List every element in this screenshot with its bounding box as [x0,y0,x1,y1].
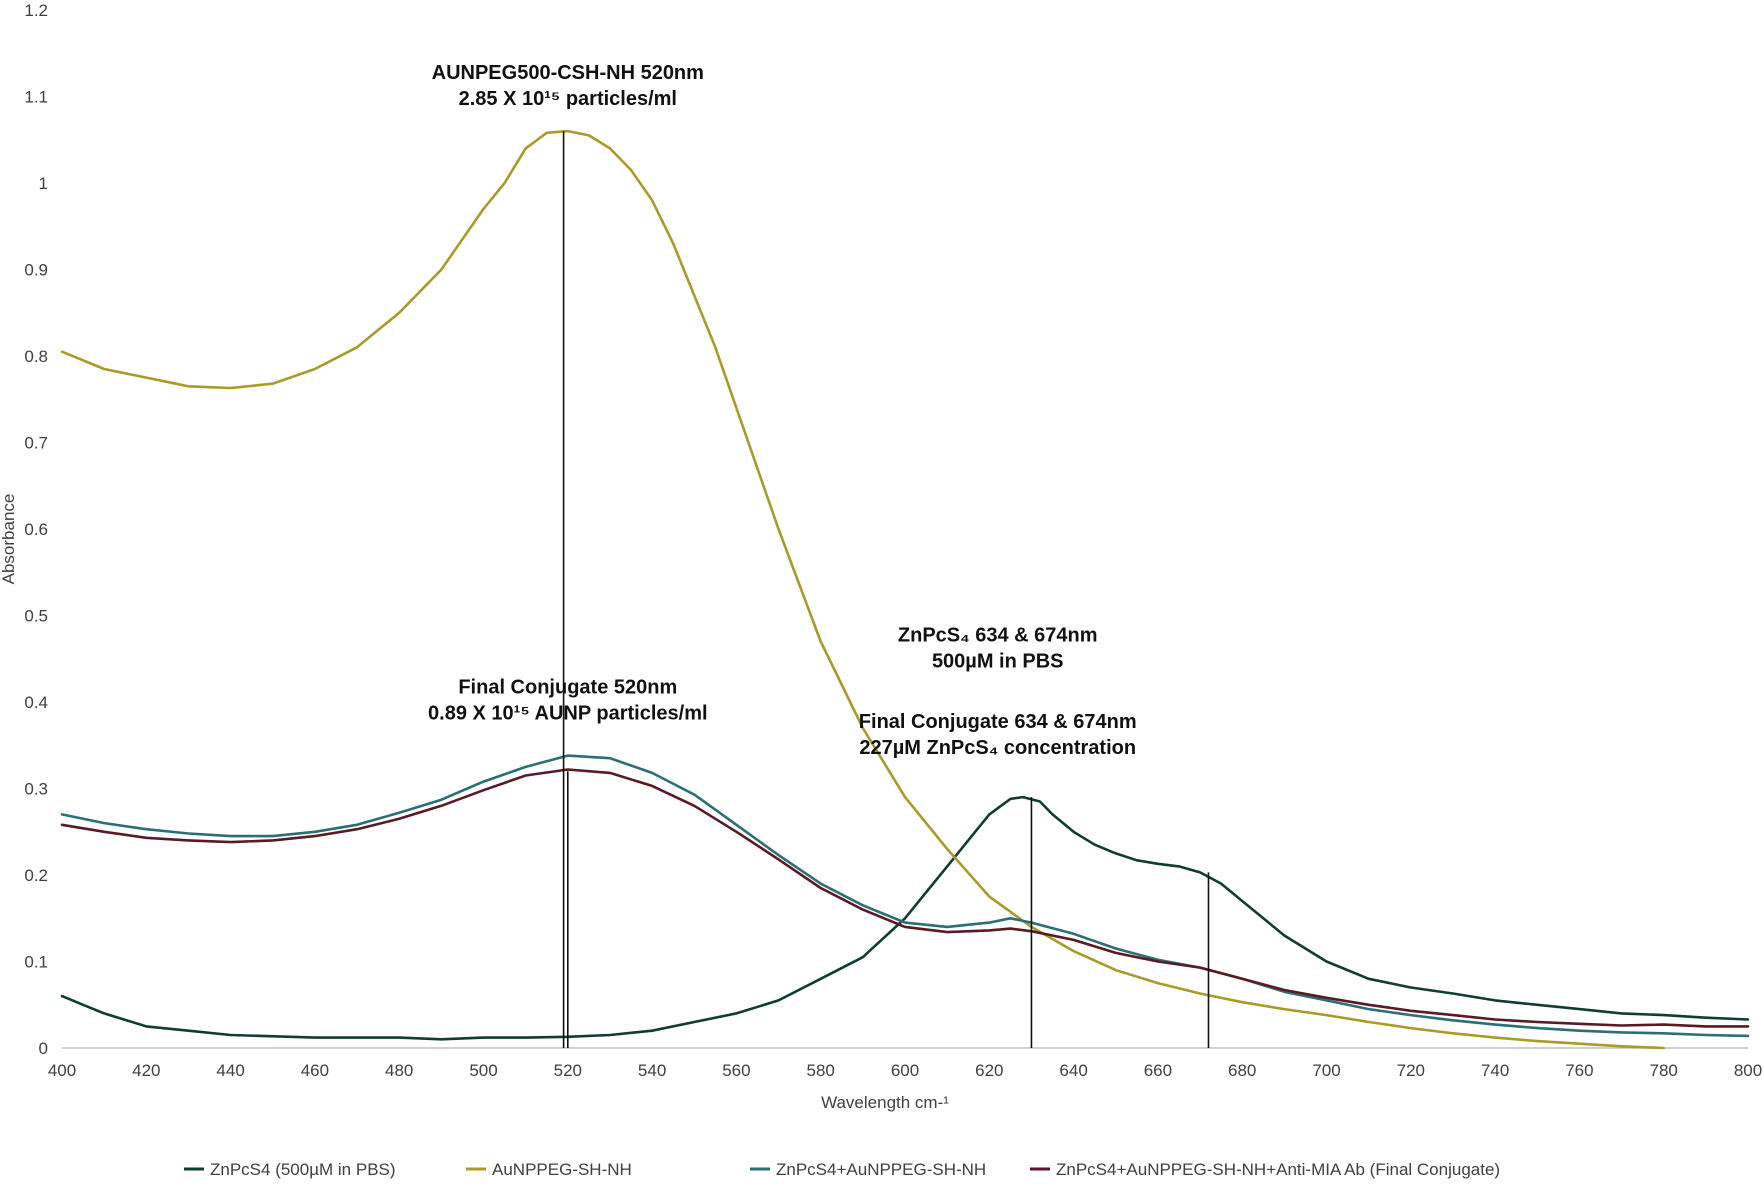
series-line-1 [60,795,1750,1041]
x-tick-label: 540 [638,1061,666,1080]
x-axis-title: Wavelength cm-¹ [821,1093,949,1112]
legend-label: AuNPPEG-SH-NH [492,1160,632,1179]
annotation-1: AUNPEG500-CSH-NH 520nm 2.85 X 10¹⁵ partic… [432,62,704,110]
x-tick-label: 560 [722,1061,750,1080]
x-tick-label: 620 [975,1061,1003,1080]
y-axis-title: Absorbance [0,494,18,585]
series-line-2 [60,129,1665,1050]
x-tick-label: 640 [1059,1061,1087,1080]
y-tick-label: 0.5 [24,607,48,626]
x-tick-label: 800 [1734,1061,1762,1080]
series-line-3 [60,754,1750,1038]
annotation-line: 2.85 X 10¹⁵ particles/ml [459,88,677,110]
x-tick-label: 660 [1144,1061,1172,1080]
y-tick-label: 0.8 [24,347,48,366]
y-tick-label: 1 [39,174,48,193]
x-axis-ticks: 400 420 440 460 480 500 520 540 560 580 600 620 640 6… [48,1061,1762,1080]
annotation-line: Final Conjugate 634 & 674nm [859,711,1137,733]
annotation-line: 227µM ZnPcS₄ concentration [859,737,1136,759]
series-layer [60,129,1750,1050]
annotation-3: ZnPcS₄ 634 & 674nm 500µM in PBS [898,624,1098,672]
annotation-line: 500µM in PBS [932,650,1064,672]
y-tick-label: 0.6 [24,520,48,539]
x-tick-label: 420 [132,1061,160,1080]
legend-label: ZnPcS4+AuNPPEG-SH-NH [776,1160,986,1179]
x-tick-label: 740 [1481,1061,1509,1080]
x-tick-label: 720 [1397,1061,1425,1080]
y-tick-label: 0.4 [24,693,48,712]
annotation-4: Final Conjugate 634 & 674nm 227µM ZnPcS₄ … [859,711,1137,759]
x-tick-label: 600 [891,1061,919,1080]
marker-layer [562,131,1210,1048]
annotation-line: 0.89 X 10¹⁵ AUNP particles/ml [428,702,708,724]
y-tick-label: 0.1 [24,953,48,972]
x-tick-label: 580 [807,1061,835,1080]
annotation-line: ZnPcS₄ 634 & 674nm [898,624,1098,646]
x-tick-label: 500 [469,1061,497,1080]
x-tick-label: 480 [385,1061,413,1080]
legend-label: ZnPcS4 (500µM in PBS) [210,1160,396,1179]
y-tick-label: 0.3 [24,780,48,799]
annotation-line: AUNPEG500-CSH-NH 520nm [432,62,704,84]
annotation-layer: AUNPEG500-CSH-NH 520nm 2.85 X 10¹⁵ partic… [428,62,1137,759]
series-line-4 [60,768,1750,1028]
y-tick-label: 0.7 [24,434,48,453]
x-tick-label: 760 [1565,1061,1593,1080]
x-tick-label: 440 [216,1061,244,1080]
x-tick-label: 460 [301,1061,329,1080]
y-axis-ticks: 0 0.1 0.2 0.3 0.4 0.5 0.6 0.7 0.8 0.9 1 1.1 1.2 [24,1,48,1058]
y-tick-label: 0.9 [24,261,48,280]
y-tick-label: 0 [39,1039,48,1058]
legend: ZnPcS4 (500µM in PBS) AuNPPEG-SH-NH ZnPcS4… [184,1160,1500,1179]
y-tick-label: 1.1 [24,88,48,107]
y-tick-label: 0.2 [24,866,48,885]
legend-label: ZnPcS4+AuNPPEG-SH-NH+Anti-MIA Ab (Final … [1056,1160,1500,1179]
annotation-2: Final Conjugate 520nm 0.89 X 10¹⁵ AUNP pa… [428,676,708,724]
y-tick-label: 1.2 [24,1,48,20]
x-tick-label: 780 [1650,1061,1678,1080]
x-tick-label: 400 [48,1061,76,1080]
annotation-line: Final Conjugate 520nm [458,676,677,698]
x-tick-label: 700 [1312,1061,1340,1080]
x-tick-label: 520 [554,1061,582,1080]
x-tick-label: 680 [1228,1061,1256,1080]
